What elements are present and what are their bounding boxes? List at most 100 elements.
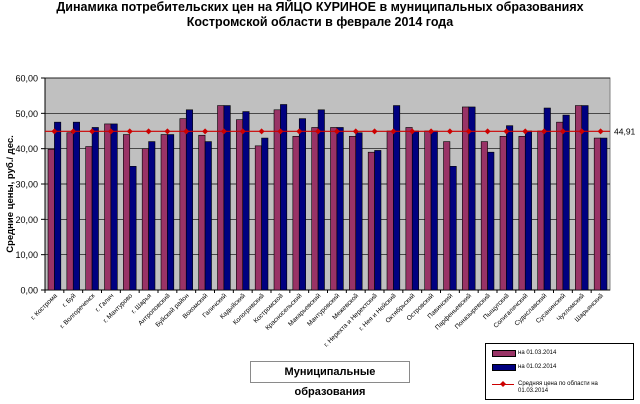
bar-s1 xyxy=(123,134,131,291)
bar-s2 xyxy=(223,105,231,291)
average-marker xyxy=(541,128,548,135)
bar-s2 xyxy=(600,137,608,291)
y-tick-label: 60,00 xyxy=(15,74,38,84)
average-marker xyxy=(484,128,491,135)
y-tick-label: 20,00 xyxy=(15,215,38,225)
legend-swatch-s2 xyxy=(492,364,516,371)
average-marker xyxy=(465,128,472,135)
average-marker xyxy=(70,128,77,135)
bar-s1 xyxy=(386,130,394,291)
average-marker xyxy=(428,128,435,135)
bar-s2 xyxy=(280,104,288,291)
average-marker xyxy=(503,128,510,135)
bar-s2 xyxy=(242,111,250,291)
average-marker xyxy=(315,128,322,135)
bar-s1 xyxy=(160,134,168,291)
bar-s1 xyxy=(311,127,319,291)
bar-s2 xyxy=(148,141,156,291)
bar-s1 xyxy=(47,149,55,291)
bar-s1 xyxy=(292,136,300,291)
bar-s1 xyxy=(499,136,507,291)
bar-s2 xyxy=(506,125,514,291)
average-marker xyxy=(296,128,303,135)
average-marker xyxy=(145,128,152,135)
bar-s1 xyxy=(367,151,375,291)
bar-s2 xyxy=(317,109,325,291)
average-marker xyxy=(522,128,529,135)
average-marker xyxy=(164,128,171,135)
average-marker xyxy=(409,128,416,135)
x-axis-title: Муниципальные образования xyxy=(250,361,410,398)
x-tick-label: г. Кострома xyxy=(30,292,59,321)
average-marker xyxy=(258,128,265,135)
bar-s2 xyxy=(91,127,99,291)
legend-label-s2: на 01.02.2014 xyxy=(518,364,557,370)
bar-s2 xyxy=(430,130,438,291)
bar-s2 xyxy=(336,127,344,291)
legend-label-s1: на 01.03.2014 xyxy=(518,350,557,356)
average-marker xyxy=(333,128,340,135)
average-marker xyxy=(51,128,58,135)
bar-s1 xyxy=(518,136,526,291)
x-tick-label: г. Волгореченск xyxy=(59,292,97,330)
average-marker xyxy=(89,128,96,135)
bar-s2 xyxy=(581,105,589,291)
bar-s1 xyxy=(330,127,338,291)
legend: на 01.03.2014 на 01.02.2014 Средняя цена… xyxy=(485,343,634,400)
average-marker xyxy=(220,128,227,135)
bar-s1 xyxy=(349,136,357,291)
legend-swatch-s1 xyxy=(492,350,516,357)
bar-s2 xyxy=(468,106,476,291)
y-tick-label: 30,00 xyxy=(15,180,38,190)
average-marker xyxy=(202,128,209,135)
bar-s2 xyxy=(355,132,363,291)
y-axis-label: Средние цены, руб./ дес. xyxy=(5,135,16,253)
bar-s1 xyxy=(480,141,488,291)
average-value-label: 44,91 xyxy=(614,126,636,136)
bar-s1 xyxy=(66,132,74,291)
average-marker xyxy=(352,128,359,135)
bar-s2 xyxy=(562,114,570,291)
average-marker xyxy=(390,128,397,135)
bar-s2 xyxy=(72,121,80,291)
y-tick-label: 0,00 xyxy=(20,286,38,296)
bar-s2 xyxy=(298,118,306,291)
bar-s2 xyxy=(487,151,495,291)
bar-s1 xyxy=(236,119,244,291)
bar-s1 xyxy=(198,134,206,291)
average-marker xyxy=(277,128,284,135)
bar-s1 xyxy=(424,130,432,291)
bar-s1 xyxy=(104,123,112,291)
bar-s2 xyxy=(393,105,401,291)
bar-s1 xyxy=(443,141,451,291)
legend-label-avg: Средняя цена по области на 01.03.2014 xyxy=(518,381,598,394)
x-tick-label: Буйский район xyxy=(154,291,191,328)
chart-title-line-1: Динамика потребительских цен на ЯЙЦО КУР… xyxy=(56,0,584,14)
average-marker xyxy=(597,128,604,135)
average-marker xyxy=(371,128,378,135)
bar-s1 xyxy=(179,118,187,291)
bar-s2 xyxy=(110,123,118,291)
x-tick-label: г. Буй xyxy=(61,292,78,309)
bar-s2 xyxy=(374,150,382,291)
x-tick-label: Антроповский xyxy=(136,292,172,328)
x-tick-label: Макарьевский xyxy=(286,292,322,328)
x-tick-label: Мантуровский xyxy=(305,292,341,328)
average-marker xyxy=(239,128,246,135)
bar-s1 xyxy=(556,121,564,291)
bar-s1 xyxy=(405,127,413,291)
chart-title: Динамика потребительских цен на ЯЙЦО КУР… xyxy=(0,0,640,30)
bar-s2 xyxy=(449,166,457,291)
bar-s1 xyxy=(141,148,149,291)
bar-s1 xyxy=(462,106,470,291)
bar-s1 xyxy=(85,146,93,291)
x-tick-label: Судиславский xyxy=(513,291,549,327)
bar-s1 xyxy=(254,145,262,291)
bar-s2 xyxy=(129,166,137,291)
y-tick-label: 40,00 xyxy=(15,144,38,154)
average-marker xyxy=(107,128,114,135)
bar-s2 xyxy=(261,137,269,291)
bar-s1 xyxy=(537,130,545,291)
bar-s2 xyxy=(543,107,551,291)
